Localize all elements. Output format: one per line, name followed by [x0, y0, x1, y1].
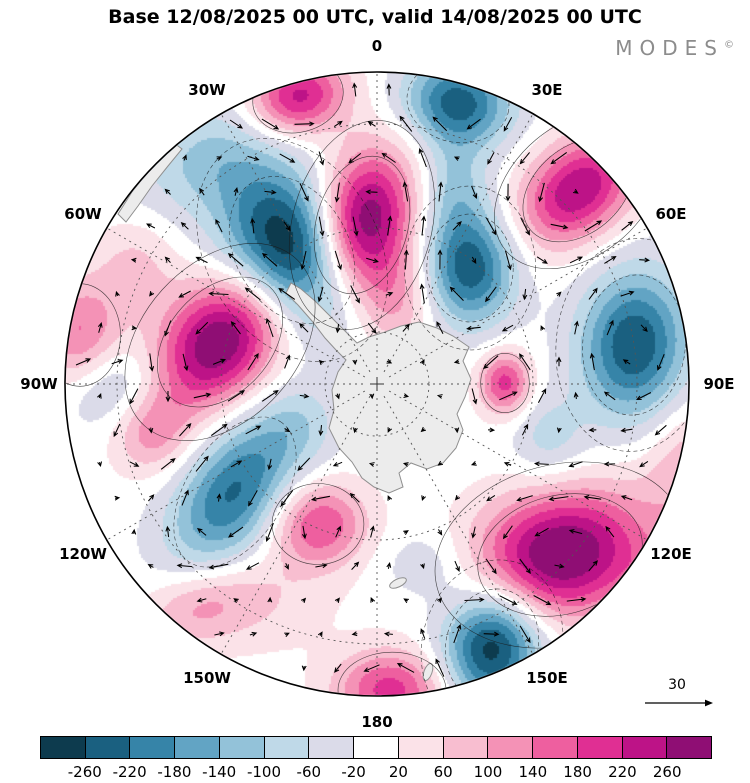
lon-label-180: 180	[361, 713, 393, 731]
colorbar-tick: -220	[112, 763, 147, 781]
colorbar-tick: -100	[246, 763, 282, 781]
colorbar-tick: 180	[563, 763, 592, 781]
colorbar-cell	[85, 737, 131, 758]
colorbar-tick: 100	[473, 763, 503, 781]
lon-label-30E: 30E	[531, 81, 563, 99]
colorbar-cell	[398, 737, 444, 758]
colorbar-tick: -180	[157, 763, 192, 781]
map-border-circle	[64, 71, 690, 697]
colorbar-cell	[533, 737, 578, 758]
colorbar-tick: -60	[296, 763, 322, 781]
colorbar-cell	[667, 737, 712, 758]
colorbar-tick: 220	[608, 763, 637, 781]
lon-label-60E: 60E	[655, 205, 687, 223]
colorbar-tick: -20	[341, 763, 366, 781]
lon-label-90E: 90E	[703, 375, 735, 393]
colorbar-tick: -260	[67, 763, 102, 781]
lon-label-60W: 60W	[64, 205, 102, 223]
modes-logo-text: MODES	[615, 36, 724, 60]
colorbar-cell	[175, 737, 220, 758]
lon-label-0: 0	[371, 37, 383, 55]
lon-label-30W: 30W	[188, 81, 226, 99]
lon-label-120W: 120W	[59, 545, 107, 563]
wind-arrows-group	[75, 82, 667, 677]
colorbar-tick: 20	[388, 763, 408, 781]
colorbar-tick: -140	[202, 763, 237, 781]
colorbar-cell	[130, 737, 176, 758]
page-title: Base 12/08/2025 00 UTC, valid 14/08/2025…	[108, 6, 642, 28]
lon-label-90W: 90W	[20, 375, 58, 393]
colorbar-cell	[309, 737, 355, 758]
colorbar-cell	[443, 737, 489, 758]
reference-arrow	[645, 699, 713, 707]
colorbar-cell	[264, 737, 310, 758]
colorbar-cell	[41, 737, 86, 758]
colorbar	[40, 736, 712, 759]
modes-logo: MODES©	[615, 36, 734, 60]
colorbar-tick: 60	[433, 763, 453, 781]
colorbar-cell	[219, 737, 265, 758]
colorbar-cell	[488, 737, 534, 758]
colorbar-cell	[354, 737, 399, 758]
lon-label-150E: 150E	[526, 669, 568, 687]
colorbar-cell	[622, 737, 668, 758]
lon-label-150W: 150W	[183, 669, 231, 687]
reference-arrow-label: 30	[668, 677, 686, 693]
coastline-group	[117, 142, 612, 682]
colorbar-tick: 260	[652, 763, 682, 781]
copyright-icon: ©	[724, 39, 734, 51]
lon-label-120E: 120E	[650, 545, 692, 563]
colorbar-tick: 140	[518, 763, 548, 781]
colorbar-tick-labels: -260 -220 -180 -140 -100 -60 -20 20 60 100 140 180 2…	[40, 763, 712, 783]
colorbar-cell	[577, 737, 623, 758]
